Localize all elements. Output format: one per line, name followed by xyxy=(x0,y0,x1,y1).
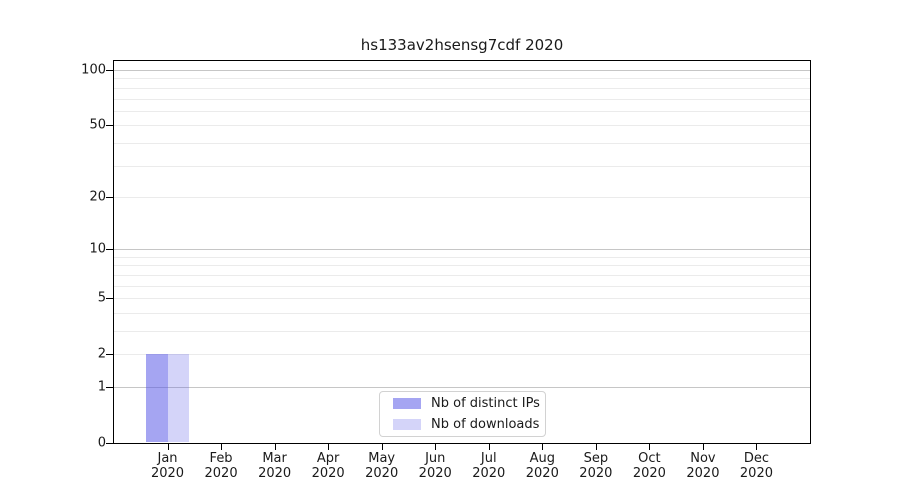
x-axis-tick-label-line: 2020 xyxy=(311,466,345,482)
x-axis-tick-label-line: Feb xyxy=(209,451,233,466)
legend-entry-nb-of-distinct-ips: Nb of distinct IPs xyxy=(388,395,540,413)
x-axis-tick-label: Apr 2020 xyxy=(312,451,345,482)
x-axis-tick-label-line: 2020 xyxy=(739,466,773,482)
y-axis-tick xyxy=(106,125,113,126)
x-axis-tick-label-line: 2020 xyxy=(150,466,185,482)
y-axis-tick xyxy=(106,70,113,71)
gridline-minor xyxy=(114,298,810,300)
x-axis-tick-label: Feb 2020 xyxy=(205,451,238,482)
y-axis-tick xyxy=(106,354,113,355)
y-axis-tick xyxy=(106,443,113,444)
gridline-minor xyxy=(114,125,810,127)
chart-title: hs133av2hsensg7cdf 2020 xyxy=(360,36,564,54)
bar-nb-of-distinct-ips xyxy=(146,354,168,442)
x-axis-tick-label-line: Apr xyxy=(316,451,340,466)
gridline-major xyxy=(114,70,810,72)
x-axis-tick-label-line: May xyxy=(368,451,396,466)
x-axis-tick xyxy=(328,444,330,450)
gridline-minor xyxy=(114,87,810,89)
x-axis-tick xyxy=(221,444,223,450)
x-axis-tick-label-line: Dec xyxy=(743,451,770,466)
x-axis-tick-label: Jan 2020 xyxy=(151,451,184,482)
x-axis-tick-label-line: Jun xyxy=(425,451,446,466)
gridline-major xyxy=(114,249,810,251)
y-axis-tick-label: 100 xyxy=(81,62,106,78)
gridline-minor xyxy=(114,165,810,167)
y-axis-tick xyxy=(106,197,113,198)
x-axis-tick xyxy=(649,444,651,450)
y-axis-tick-label: 10 xyxy=(89,241,106,257)
x-axis-tick-label: Mar 2020 xyxy=(258,451,291,482)
gridline-minor xyxy=(114,265,810,267)
y-axis-tick-label: 20 xyxy=(89,189,106,205)
x-axis-tick xyxy=(756,444,758,450)
x-axis-tick-label-line: 2020 xyxy=(579,466,613,482)
legend-swatch-nb-of-downloads xyxy=(393,418,421,430)
y-axis-tick-label: 0 xyxy=(97,435,106,451)
y-axis-tick-label: 5 xyxy=(97,290,106,306)
x-axis-tick xyxy=(435,444,437,450)
x-axis-tick-label-line: 2020 xyxy=(418,466,452,482)
x-axis-tick xyxy=(381,444,383,450)
x-axis-tick-label: May 2020 xyxy=(365,451,398,482)
y-axis-tick-label: 2 xyxy=(97,346,106,362)
x-axis-tick-label: Sep 2020 xyxy=(579,451,612,482)
x-axis-tick xyxy=(595,444,597,450)
gridline-minor xyxy=(114,354,810,356)
x-axis-tick-label-line: 2020 xyxy=(204,466,238,482)
legend-label: Nb of distinct IPs xyxy=(431,396,540,412)
x-axis-tick xyxy=(167,444,169,450)
gridline-minor xyxy=(114,78,810,80)
gridline-major xyxy=(114,386,810,388)
x-axis-tick-label-line: Aug xyxy=(529,451,555,466)
x-axis-tick-label-line: Nov xyxy=(690,451,716,466)
x-axis-tick xyxy=(488,444,490,450)
gridline-minor xyxy=(114,274,810,276)
x-axis-tick-label: Dec 2020 xyxy=(740,451,773,482)
legend-swatch-nb-of-distinct-ips xyxy=(393,398,421,410)
legend: Nb of distinct IPs Nb of downloads xyxy=(379,391,546,437)
gridline-minor xyxy=(114,110,810,112)
x-axis-tick-label-line: Jan xyxy=(157,451,178,466)
bar-nb-of-downloads xyxy=(167,354,189,442)
gridline-minor xyxy=(114,285,810,287)
x-axis-tick-label-line: Jul xyxy=(480,451,497,466)
y-axis-tick xyxy=(106,249,113,250)
x-axis-tick-label-line: Oct xyxy=(638,451,661,466)
x-axis-tick-label-line: 2020 xyxy=(258,466,292,482)
x-axis-tick-label-line: 2020 xyxy=(632,466,666,482)
gridline-minor xyxy=(114,312,810,314)
gridline-minor xyxy=(114,330,810,332)
gridline-minor xyxy=(114,196,810,198)
x-axis-tick-label: Aug 2020 xyxy=(526,451,559,482)
gridline-minor xyxy=(114,98,810,100)
x-axis-tick-label: Nov 2020 xyxy=(686,451,719,482)
y-axis-tick-label: 1 xyxy=(97,379,106,395)
gridline-minor xyxy=(114,256,810,258)
plot-area: Nb of distinct IPs Nb of downloads xyxy=(113,60,811,444)
x-axis-tick-label-line: 2020 xyxy=(686,466,720,482)
x-axis-tick-label: Oct 2020 xyxy=(633,451,666,482)
legend-entry-nb-of-downloads: Nb of downloads xyxy=(388,416,540,434)
x-axis-tick-label-line: 2020 xyxy=(525,466,559,482)
gridline-minor xyxy=(114,142,810,144)
x-axis-tick xyxy=(274,444,276,450)
x-axis-tick-label: Jun 2020 xyxy=(419,451,452,482)
x-axis-tick xyxy=(542,444,544,450)
legend-label: Nb of downloads xyxy=(431,416,540,432)
x-axis-tick-label-line: 2020 xyxy=(365,466,399,482)
x-axis-tick xyxy=(702,444,704,450)
x-axis-tick-label-line: 2020 xyxy=(472,466,506,482)
y-axis-tick-label: 50 xyxy=(89,117,106,133)
x-axis-tick-label: Jul 2020 xyxy=(472,451,505,482)
y-axis-tick xyxy=(106,298,113,299)
x-axis-tick-label-line: Mar xyxy=(262,451,287,466)
y-axis-tick xyxy=(106,387,113,388)
x-axis-tick-label-line: Sep xyxy=(583,451,609,466)
